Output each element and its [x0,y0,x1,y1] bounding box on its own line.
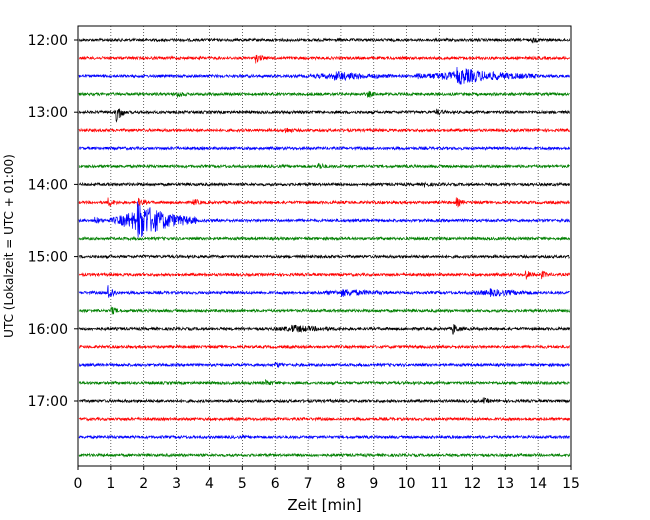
y-axis: 12:00 13:00 14:00 15:00 16:00 17:00 [28,33,78,410]
x-tick-label: 3 [172,476,181,492]
trace-row-1445 [78,235,571,242]
trace-row-1730 [78,434,570,440]
x-tick-label: 9 [369,476,378,492]
x-axis-label: Zeit [min] [287,496,361,514]
trace-row-1600 [78,324,571,335]
y-tick-label: 15:00 [28,250,68,266]
x-tick-label: 0 [74,476,83,492]
trace-row-1545 [78,305,571,315]
trace-row-1415 [78,197,571,209]
y-tick-label: 16:00 [28,322,68,338]
x-tick-label: 6 [271,476,280,492]
x-tick-label: 4 [205,476,214,492]
x-tick-label: 8 [336,476,345,492]
grid-lines [110,26,539,466]
y-tick-label: 12:00 [28,33,68,49]
trace-row-1245 [78,90,570,98]
trace-row-1515 [78,270,571,280]
x-axis: 0 1 2 3 4 5 6 7 8 9 10 11 12 13 14 15 [74,466,580,492]
trace-row-1315 [78,127,570,134]
y-tick-label: 14:00 [28,177,68,193]
trace-row-1530 [78,285,570,298]
x-tick-label: 14 [529,476,547,492]
y-tick-label: 13:00 [28,105,68,121]
trace-row-1615 [78,344,570,350]
x-tick-label: 10 [398,476,416,492]
trace-row-1715 [78,416,571,422]
x-tick-label: 12 [463,476,481,492]
trace-row-1215 [78,54,571,64]
x-tick-label: 7 [304,476,313,492]
y-tick-label: 17:00 [28,394,68,410]
trace-row-1345 [78,162,570,170]
trace-row-1500 [78,253,570,260]
trace-row-1330 [78,145,571,152]
x-tick-label: 2 [139,476,148,492]
trace-row-1630 [78,361,571,369]
x-tick-label: 11 [431,476,449,492]
trace-row-1230 [78,66,571,85]
trace-row-1300 [78,108,570,123]
trace-row-1430 [78,201,570,238]
x-tick-label: 13 [496,476,514,492]
y-axis-label: UTC (Lokalzeit = UTC + 01:00) [2,154,16,338]
trace-row-1400 [78,181,571,188]
trace-row-1645 [78,378,570,386]
trace-row-1700 [78,396,571,404]
plot-frame [77,25,572,467]
seismic-traces [78,37,571,458]
x-tick-label: 1 [106,476,115,492]
x-tick-label: 5 [238,476,247,492]
trace-row-1745 [78,452,571,458]
trace-row-1200 [78,37,571,44]
x-tick-label: 15 [562,476,580,492]
